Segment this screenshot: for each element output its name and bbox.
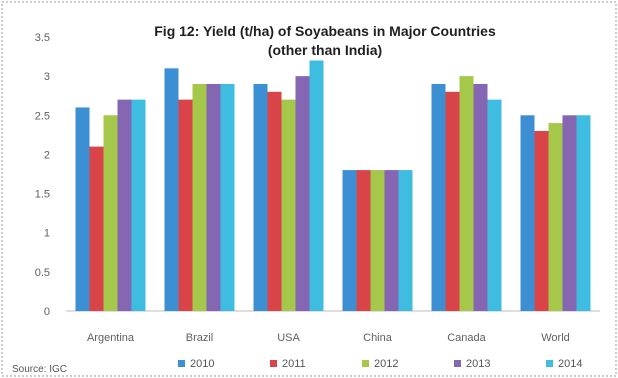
bar-usa-2012	[281, 99, 296, 311]
legend-swatch-2010	[178, 360, 185, 367]
bar-brazil-2012	[192, 83, 207, 311]
legend-label-2013: 2013	[466, 358, 490, 370]
x-tick-label: Brazil	[186, 332, 214, 344]
bar-argentina-2011	[89, 146, 104, 311]
y-tick-label: 3	[44, 71, 50, 83]
bar-china-2011	[356, 170, 371, 311]
bar-china-2010	[342, 170, 357, 311]
bar-brazil-2011	[178, 99, 193, 311]
bar-canada-2014	[487, 99, 502, 311]
bar-canada-2012	[459, 76, 474, 312]
bar-world-2011	[534, 130, 549, 311]
y-axis: 0 0.5 1 1.5 2 2.5 3 3.5	[35, 32, 50, 318]
y-tick-label: 3.5	[35, 32, 50, 44]
legend-label-2012: 2012	[374, 358, 398, 370]
x-tick-label: World	[541, 332, 570, 344]
source-label: Source: IGC	[12, 364, 67, 375]
legend: 2010 2011 2012 2013 2014	[178, 358, 582, 370]
x-tick-label: Argentina	[87, 332, 135, 344]
bar-brazil-2014	[220, 83, 235, 311]
bar-usa-2010	[253, 83, 268, 311]
chart-title-line-1: Fig 12: Yield (t/ha) of Soyabeans in Maj…	[154, 23, 496, 39]
y-tick-label: 1	[44, 228, 50, 240]
bar-china-2013	[384, 170, 399, 311]
bar-brazil-2013	[206, 83, 221, 311]
bar-argentina-2012	[103, 115, 118, 312]
legend-swatch-2013	[454, 360, 461, 367]
legend-swatch-2012	[362, 360, 369, 367]
y-tick-label: 0.5	[35, 267, 50, 279]
bar-world-2010	[520, 115, 535, 312]
bar-china-2014	[398, 170, 413, 311]
x-tick-label: Canada	[447, 332, 486, 344]
bar-canada-2013	[473, 83, 488, 311]
bar-usa-2011	[267, 91, 282, 311]
x-tick-label: USA	[277, 332, 300, 344]
bar-argentina-2014	[131, 99, 146, 311]
bar-usa-2014	[309, 60, 324, 311]
y-tick-label: 2	[44, 149, 50, 161]
legend-label-2011: 2011	[282, 358, 306, 370]
legend-label-2010: 2010	[190, 358, 214, 370]
bar-canada-2011	[445, 91, 460, 311]
y-tick-label: 0	[44, 306, 50, 318]
bar-world-2013	[562, 115, 577, 312]
bar-world-2012	[548, 123, 563, 311]
bar-argentina-2013	[117, 99, 132, 311]
bars	[75, 60, 591, 312]
bar-canada-2010	[431, 83, 446, 311]
bar-usa-2013	[295, 76, 310, 312]
bar-china-2012	[370, 170, 385, 311]
bar-brazil-2010	[164, 68, 179, 311]
legend-swatch-2011	[270, 360, 277, 367]
y-tick-label: 2.5	[35, 110, 50, 122]
legend-label-2014: 2014	[558, 358, 582, 370]
chart-title-line-2: (other than India)	[268, 42, 382, 58]
x-axis: Argentina Brazil USA China Canada World	[66, 310, 600, 344]
x-tick-label: China	[363, 332, 393, 344]
y-tick-label: 1.5	[35, 189, 50, 201]
legend-swatch-2014	[546, 360, 553, 367]
bar-argentina-2010	[75, 107, 90, 311]
bar-world-2014	[576, 115, 591, 312]
